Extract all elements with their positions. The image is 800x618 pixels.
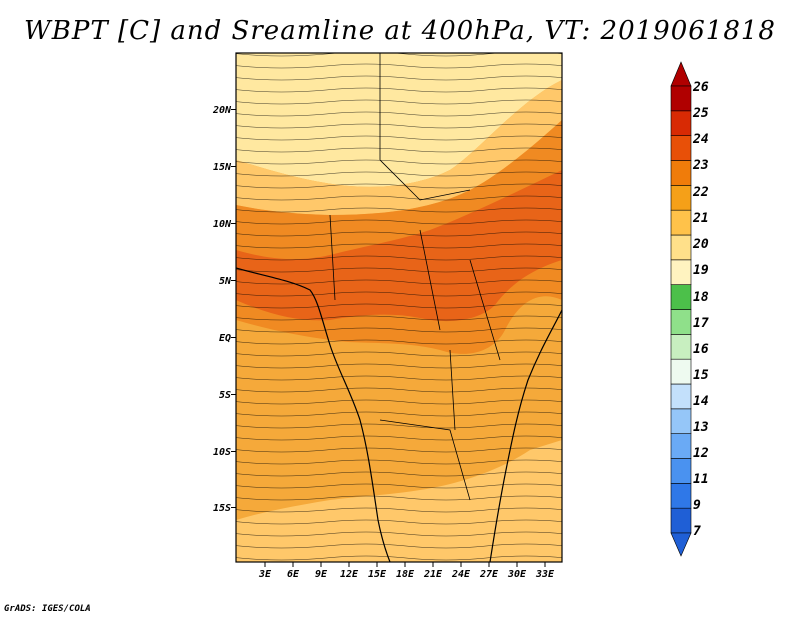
colorbar-label: 21 [692,211,709,226]
colorbar-cell [670,284,692,310]
lon-label: 18E [396,569,415,580]
lat-ticks [231,109,236,508]
coastline-east [489,309,562,562]
colorbar-label: 24 [692,132,709,147]
lon-label: 24E [451,569,471,580]
colorbar: 7 9 11 12 13 14 15 16 17 18 19 20 21 22 … [670,61,709,557]
credit-text: GrADS: IGES/COLA [4,604,91,614]
lat-label: 20N [212,105,232,116]
lat-label: 15S [213,503,231,514]
longitude-axis: 3E 6E 9E 12E 15E 18E 21E 24E 27E 30E 33E [258,562,555,580]
colorbar-label: 18 [693,290,709,305]
colorbar-bottom-arrow [670,532,692,557]
colorbar-cell [670,507,692,534]
lon-label: 27E [479,569,499,580]
colorbar-label: 14 [693,394,709,409]
colorbar-top-arrow [670,61,692,87]
colorbar-cell [670,309,692,335]
lat-label: 15N [213,162,232,173]
lat-label: 10S [213,447,231,458]
colorbar-cell [670,383,692,410]
colorbar-label: 11 [693,472,709,487]
lon-label: 21E [423,569,443,580]
lat-label: EQ [219,333,231,344]
lon-label: 9E [315,569,328,580]
colorbar-cell [670,259,692,285]
latitude-axis: 20N 15N 10N 5N EQ 5S 10S 15S [212,105,236,514]
colorbar-cell [670,458,692,484]
colorbar-cell [670,110,692,136]
wbpt-field [236,53,562,562]
streamlines [236,53,562,562]
lat-label: 5N [219,276,232,287]
lon-label: 6E [287,569,300,580]
colorbar-label: 20 [692,237,709,252]
lon-label: 15E [368,569,387,580]
colorbar-cell [670,433,692,459]
country-border [329,53,501,501]
lon-label: 12E [340,569,359,580]
colorbar-label: 15 [693,368,709,383]
colorbar-label: 16 [693,342,709,357]
colorbar-cell [670,408,692,434]
lon-label: 33E [535,569,555,580]
colorbar-label: 13 [693,420,709,435]
plot-frame [235,52,563,563]
lat-label: 5S [219,390,231,401]
map-title: WBPT [C] and Sreamline at 400hPa, VT: 20… [24,16,776,46]
lon-ticks [264,562,546,567]
coastline [236,267,391,562]
colorbar-cell [670,483,692,509]
colorbar-label: 12 [693,446,709,461]
colorbar-label: 22 [692,185,709,200]
colorbar-cell [670,160,692,186]
colorbar-cell [670,135,692,161]
colorbar-cell [670,209,692,236]
colorbar-cell [670,334,692,360]
colorbar-cell [670,234,692,261]
colorbar-label: 7 [693,524,701,539]
colorbar-label: 17 [693,316,709,331]
colorbar-label: 26 [692,80,709,95]
lon-label: 3E [258,569,272,580]
colorbar-label: 23 [692,158,709,173]
lon-label: 30E [507,569,527,580]
colorbar-cell [670,358,692,385]
colorbar-cell [670,185,692,211]
colorbar-label: 19 [693,263,709,278]
lat-label: 10N [213,219,232,230]
colorbar-label: 25 [692,106,709,121]
colorbar-label: 9 [693,498,701,513]
colorbar-cell [670,85,692,112]
